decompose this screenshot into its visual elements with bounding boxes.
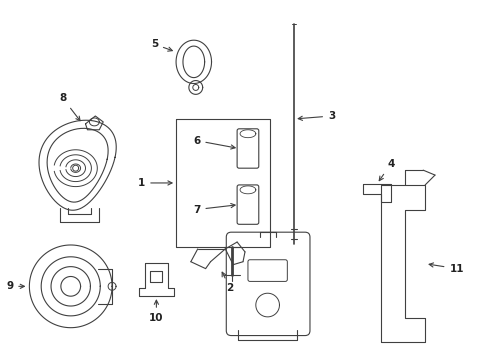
Text: 6: 6 [193, 136, 235, 149]
Text: 5: 5 [150, 39, 172, 51]
Text: 9: 9 [6, 281, 24, 291]
Text: 8: 8 [59, 93, 80, 121]
Text: 2: 2 [222, 272, 233, 293]
Text: 11: 11 [428, 263, 463, 274]
Text: 3: 3 [298, 111, 335, 121]
Text: 7: 7 [193, 203, 235, 215]
Text: 10: 10 [149, 300, 163, 323]
Text: 1: 1 [138, 178, 172, 188]
Text: 4: 4 [379, 159, 394, 181]
